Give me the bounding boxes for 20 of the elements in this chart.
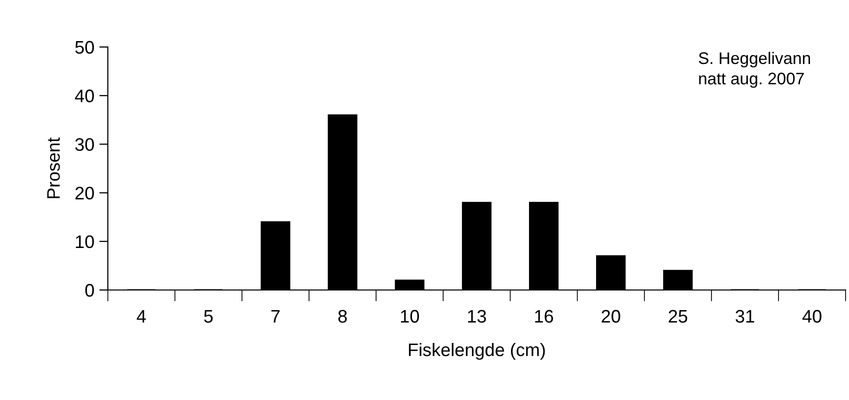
x-axis-title: Fiskelengde (cm)	[408, 342, 545, 360]
x-tick-label: 20	[602, 310, 620, 323]
x-tick-label: 8	[338, 310, 347, 323]
x-tick-label: 13	[468, 310, 486, 323]
annotation: S. Heggelivann natt aug. 2007	[698, 52, 810, 88]
y-tick-label: 20	[75, 186, 94, 200]
x-tick-label: 25	[668, 310, 688, 323]
x-tick-label: 7	[271, 310, 280, 323]
x-tick-label: 31	[736, 310, 754, 323]
y-tick-label: 50	[75, 40, 94, 54]
y-tick-label: 40	[74, 90, 94, 102]
y-tick-label: 10	[76, 235, 94, 248]
x-tick-label: 40	[802, 310, 822, 323]
y-tick-label: 0	[85, 284, 94, 297]
x-tick-label: 10	[400, 310, 419, 323]
x-tick-label: 16	[535, 310, 554, 323]
x-tick-label: 4	[136, 310, 146, 323]
x-tick-label: 5	[204, 310, 213, 323]
y-axis-title: Prosent	[47, 138, 60, 198]
y-tick-label: 30	[75, 138, 94, 151]
